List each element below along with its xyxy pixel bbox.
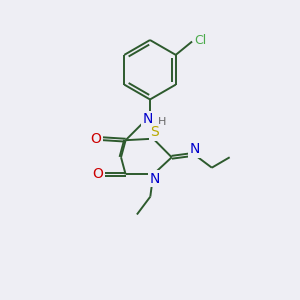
Text: S: S (150, 125, 159, 139)
Text: O: O (91, 132, 101, 146)
Text: N: N (142, 112, 153, 126)
Text: N: N (189, 142, 200, 156)
Text: H: H (158, 117, 167, 127)
Text: O: O (92, 167, 103, 182)
Text: N: N (149, 172, 160, 186)
Text: Cl: Cl (194, 34, 206, 46)
